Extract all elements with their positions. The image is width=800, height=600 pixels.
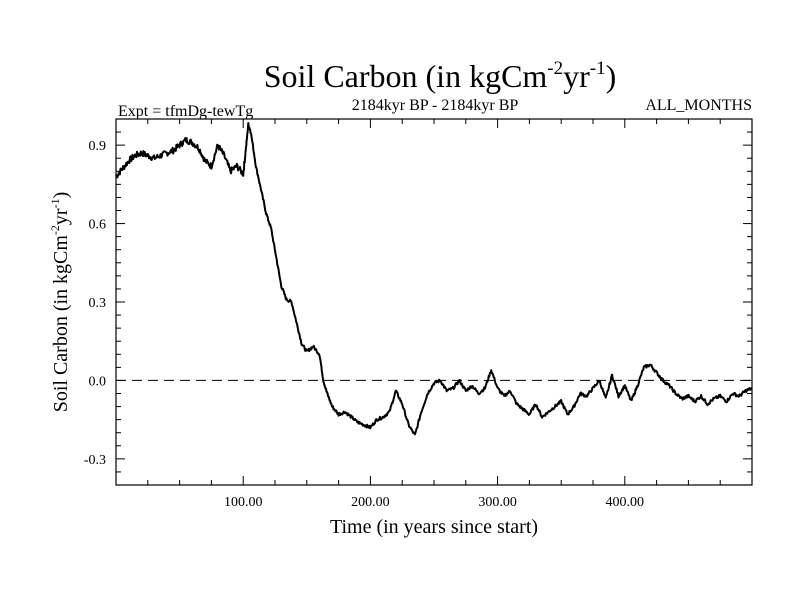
x-tick-label: 300.00 [478, 495, 517, 510]
y-axis-ticks: -0.3 0.0 0.3 0.6 0.9 [84, 131, 752, 473]
period-label: 2184kyr BP - 2184kyr BP [352, 97, 519, 114]
chart-title: Soil Carbon (in kgCm-2yr-1) [264, 58, 617, 94]
y-tick-label: 0.3 [89, 296, 107, 311]
experiment-label: Expt = tfmDg-tewTg [118, 103, 253, 120]
y-tick-label: -0.3 [84, 453, 106, 468]
x-axis-ticks: 100.00 200.00 300.00 400.00 [147, 119, 721, 510]
plot-frame [115, 118, 753, 486]
y-tick-label: 0.6 [89, 218, 107, 233]
y-axis-label: Soil Carbon (in kgCm-2yr-1) [48, 192, 72, 413]
x-tick-label: 100.00 [224, 495, 263, 510]
months-label: ALL_MONTHS [645, 97, 752, 114]
y-tick-label: 0.9 [89, 139, 107, 154]
x-tick-label: 200.00 [351, 495, 390, 510]
soil-carbon-series-line [115, 122, 753, 436]
x-tick-label: 400.00 [606, 495, 645, 510]
x-axis-label: Time (in years since start) [330, 516, 538, 538]
y-tick-label: 0.0 [89, 374, 107, 389]
